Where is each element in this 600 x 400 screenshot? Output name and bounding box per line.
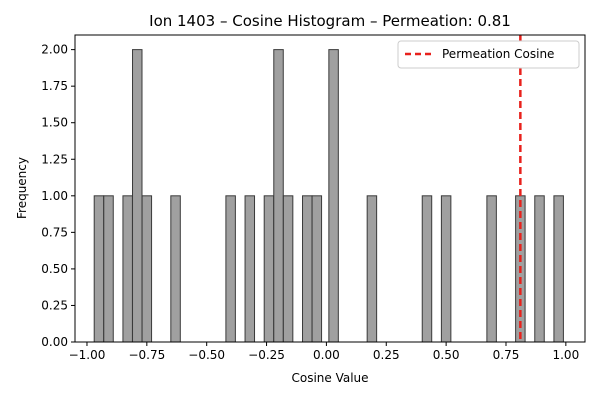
x-axis-label: Cosine Value [291,371,368,385]
histogram-bar [328,49,339,343]
y-tick-label: 0.00 [41,335,68,349]
histogram-bar [366,195,378,343]
y-tick-label: 1.50 [41,116,68,130]
y-axis-label: Frequency [15,157,29,219]
y-axis-ticks: 0.00 0.25 0.50 0.75 1.00 1.25 1.50 1.75 2.00 [41,43,75,349]
y-tick-label: 2.00 [41,43,68,57]
histogram-bars [93,49,564,343]
histogram-bar [122,195,133,343]
legend-label: Permeation Cosine [442,47,554,61]
y-tick-label: 0.75 [41,225,68,239]
y-tick-label: 1.75 [41,79,68,93]
histogram-bar [421,195,433,343]
x-tick-label: 1.00 [552,348,579,362]
histogram-bar [225,195,236,343]
y-tick-label: 1.00 [41,189,68,203]
x-tick-label: −0.75 [128,348,165,362]
x-tick-label: 0.50 [433,348,460,362]
x-tick-label: 0.25 [373,348,400,362]
x-tick-label: −1.00 [69,348,106,362]
x-tick-label: −0.50 [188,348,225,362]
histogram-bar [132,49,143,343]
histogram-bar [244,195,256,343]
histogram-bar [273,49,284,343]
histogram-bar [263,195,275,343]
y-tick-label: 0.25 [41,298,68,312]
x-axis-ticks: −1.00 −0.75 −0.50 −0.25 0.00 0.25 0.50 0.75 1.00 [69,342,579,362]
plot-frame [74,34,586,343]
x-tick-label: −0.25 [248,348,285,362]
histogram-bar [486,195,497,343]
histogram-bar [282,195,294,343]
histogram-bar [553,195,564,343]
histogram-bar [103,195,114,343]
chart-title: Ion 1403 – Cosine Histogram – Permeation… [149,12,511,30]
y-tick-label: 1.25 [41,152,68,166]
x-tick-label: 0.00 [313,348,340,362]
histogram-bar [141,195,153,343]
histogram-bar [170,195,181,343]
legend-box [397,40,580,69]
y-tick-label: 0.50 [41,262,68,276]
legend: Permeation Cosine [397,40,580,69]
x-tick-label: 0.75 [493,348,520,362]
histogram-bar [302,195,313,343]
histogram-bar [440,195,452,343]
histogram-bar [311,195,323,343]
histogram-bar [534,195,545,343]
histogram-bar [93,195,105,343]
